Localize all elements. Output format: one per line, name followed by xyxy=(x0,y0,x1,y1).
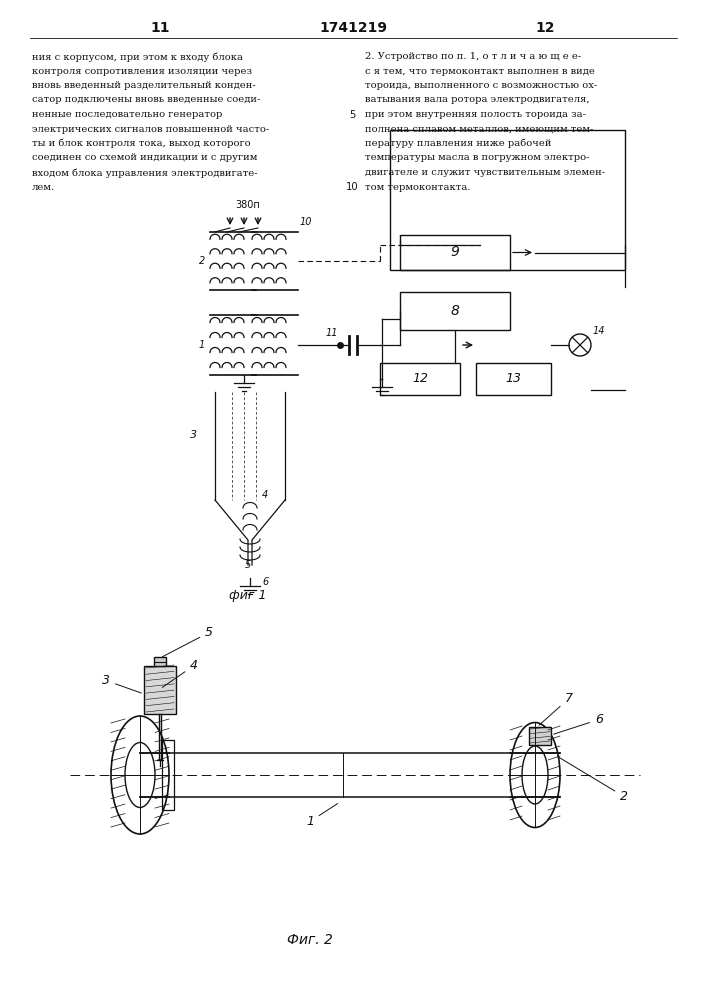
Text: 2: 2 xyxy=(557,756,628,803)
Text: том термоконтакта.: том термоконтакта. xyxy=(365,182,470,192)
Bar xyxy=(162,740,174,810)
Text: 9: 9 xyxy=(450,245,460,259)
Bar xyxy=(476,363,551,395)
Text: тороида, выполненного с возможностью ох-: тороида, выполненного с возможностью ох- xyxy=(365,81,597,90)
Text: 5: 5 xyxy=(349,110,355,120)
Text: 10: 10 xyxy=(346,182,358,192)
Text: температуры масла в погружном электро-: температуры масла в погружном электро- xyxy=(365,153,590,162)
Text: ты и блок контроля тока, выход которого: ты и блок контроля тока, выход которого xyxy=(32,139,250,148)
Text: 11: 11 xyxy=(151,21,170,35)
Bar xyxy=(529,727,551,745)
Text: 3: 3 xyxy=(102,674,141,693)
Text: вновь введенный разделительный конден-: вновь введенный разделительный конден- xyxy=(32,81,256,90)
Text: контроля сопротивления изоляции через: контроля сопротивления изоляции через xyxy=(32,66,252,76)
Text: фиг 1: фиг 1 xyxy=(229,588,267,601)
Text: 2. Устройство по п. 1, о т л и ч а ю щ е е-: 2. Устройство по п. 1, о т л и ч а ю щ е… xyxy=(365,52,581,61)
Text: 1741219: 1741219 xyxy=(319,21,387,35)
Text: 8: 8 xyxy=(450,304,460,318)
Text: лем.: лем. xyxy=(32,182,55,192)
Text: 12: 12 xyxy=(535,21,555,35)
Text: 13: 13 xyxy=(506,372,522,385)
Text: 5: 5 xyxy=(163,626,213,657)
Text: 5: 5 xyxy=(245,560,251,570)
Text: при этом внутренняя полость тороида за-: при этом внутренняя полость тороида за- xyxy=(365,110,586,119)
Text: полнена сплавом металлов, имеющим тем-: полнена сплавом металлов, имеющим тем- xyxy=(365,124,593,133)
Text: двигателе и служит чувствительным элемен-: двигателе и служит чувствительным элемен… xyxy=(365,168,605,177)
Text: 4: 4 xyxy=(262,490,268,500)
Text: 12: 12 xyxy=(412,372,428,385)
Text: сатор подключены вновь введенные соеди-: сатор подключены вновь введенные соеди- xyxy=(32,96,260,104)
Text: 380п: 380п xyxy=(235,200,260,210)
Text: 3: 3 xyxy=(190,430,197,440)
Bar xyxy=(154,657,166,666)
Text: ненные последовательно генератор: ненные последовательно генератор xyxy=(32,110,223,119)
Text: входом блока управления электродвигате-: входом блока управления электродвигате- xyxy=(32,168,257,178)
Text: 1: 1 xyxy=(199,340,205,350)
Text: 14: 14 xyxy=(593,326,605,336)
Text: с я тем, что термоконтакт выполнен в виде: с я тем, что термоконтакт выполнен в вид… xyxy=(365,66,595,76)
Text: электрических сигналов повышенной часто-: электрических сигналов повышенной часто- xyxy=(32,124,269,133)
Bar xyxy=(390,130,625,270)
Text: 6: 6 xyxy=(554,713,603,734)
Text: пературу плавления ниже рабочей: пературу плавления ниже рабочей xyxy=(365,139,551,148)
Text: 2: 2 xyxy=(199,256,205,266)
Text: Фиг. 2: Фиг. 2 xyxy=(287,933,333,947)
Text: ния с корпусом, при этом к входу блока: ния с корпусом, при этом к входу блока xyxy=(32,52,243,62)
Text: 1: 1 xyxy=(306,804,338,828)
Text: 11: 11 xyxy=(325,328,338,338)
Text: ватывания вала ротора электродвигателя,: ватывания вала ротора электродвигателя, xyxy=(365,96,590,104)
Text: соединен со схемой индикации и с другим: соединен со схемой индикации и с другим xyxy=(32,153,257,162)
Bar xyxy=(144,666,176,714)
Bar xyxy=(400,235,510,270)
Text: 6: 6 xyxy=(262,577,268,587)
Bar xyxy=(380,363,460,395)
Bar xyxy=(400,292,510,330)
Text: 10: 10 xyxy=(300,217,312,227)
Text: 4: 4 xyxy=(163,659,198,687)
Text: 7: 7 xyxy=(539,692,573,725)
